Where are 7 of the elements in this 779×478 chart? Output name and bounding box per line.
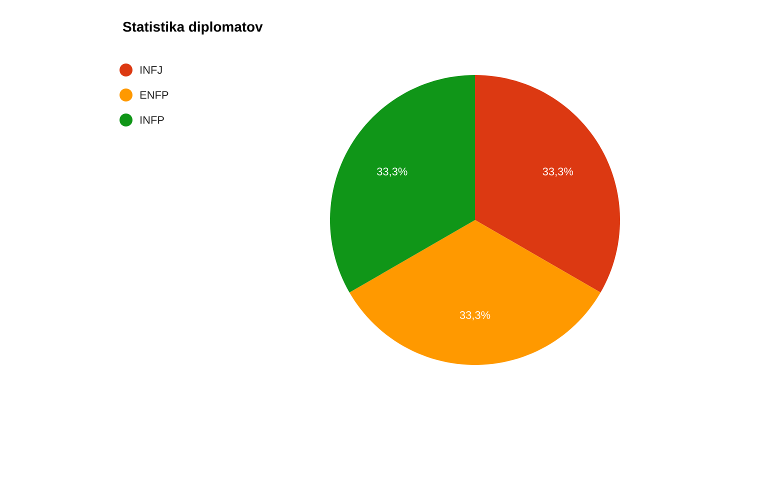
legend-label: INFJ — [140, 66, 162, 74]
data-label: 33,3% — [542, 168, 574, 177]
data-label: 33,3% — [460, 311, 490, 320]
legend-label: ENFP — [140, 91, 168, 99]
data-label: 33,3% — [377, 168, 408, 177]
legend-label: INFP — [140, 116, 164, 124]
chart-title: Statistika diplomatov — [122, 21, 263, 34]
